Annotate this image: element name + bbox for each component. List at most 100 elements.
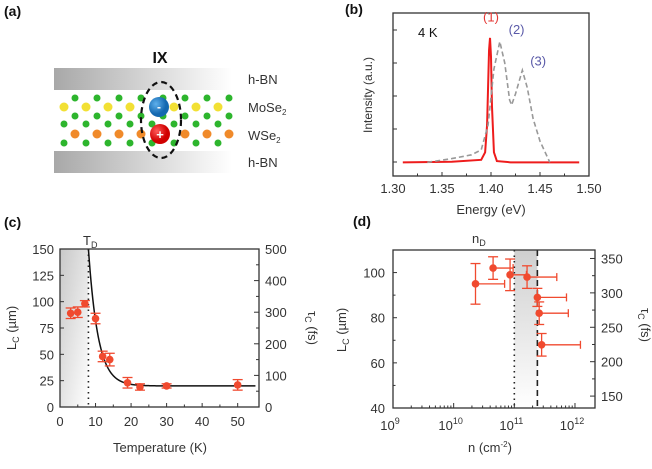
panel-label-a: (a) bbox=[4, 3, 21, 19]
y2-tick-label: 200 bbox=[265, 337, 287, 352]
data-point bbox=[471, 280, 480, 288]
spectrum-line-2 bbox=[427, 41, 551, 164]
atom bbox=[60, 139, 68, 147]
peak-label: (3) bbox=[530, 53, 546, 68]
y2-tick-label: 350 bbox=[601, 251, 623, 266]
chart-c-frame bbox=[59, 248, 260, 408]
shaded-region bbox=[60, 249, 89, 407]
atom bbox=[213, 102, 223, 112]
data-point bbox=[98, 352, 107, 361]
y-tick-label: 150 bbox=[32, 242, 54, 257]
data-point bbox=[233, 381, 242, 389]
electron-sign: - bbox=[157, 100, 161, 114]
atom bbox=[137, 112, 145, 120]
peak-label: (1) bbox=[483, 10, 499, 25]
td-label: TD bbox=[83, 233, 98, 250]
chart-d-ylabel: LC (µm) bbox=[334, 308, 351, 352]
nd-label: nD bbox=[472, 231, 486, 248]
y2-tick-label: 300 bbox=[265, 305, 287, 320]
y-tick-label: 100 bbox=[363, 266, 385, 281]
atom bbox=[214, 120, 222, 128]
atom bbox=[224, 129, 234, 139]
atom bbox=[181, 112, 189, 120]
atom bbox=[191, 102, 201, 112]
y2-tick-label: 250 bbox=[601, 320, 623, 335]
layer-label-mose2: MoSe2 bbox=[248, 100, 287, 117]
chart-c-ylabel: LC (µm) bbox=[4, 306, 21, 350]
atom bbox=[225, 112, 233, 120]
y-tick-label: 25 bbox=[40, 374, 54, 389]
data-point bbox=[506, 271, 514, 279]
atom bbox=[93, 94, 101, 102]
data-point bbox=[123, 378, 132, 387]
x-tick-label: 1010 bbox=[438, 416, 462, 433]
x-tick-label: 50 bbox=[230, 414, 244, 429]
data-point bbox=[136, 383, 144, 391]
y-tick-label: 80 bbox=[371, 311, 385, 326]
chart-c-xlabel: Temperature (K) bbox=[113, 440, 207, 455]
data-point bbox=[523, 273, 531, 281]
ix-label: IX bbox=[152, 50, 167, 67]
y2-tick-label: 150 bbox=[601, 389, 623, 404]
y-tick-label: 40 bbox=[371, 401, 385, 416]
x-tick-label: 1.30 bbox=[380, 181, 405, 196]
x-tick-label: 1.35 bbox=[429, 181, 454, 196]
y2-tick-label: 200 bbox=[601, 355, 623, 370]
electron-icon bbox=[149, 97, 169, 117]
y2-tick-label: 400 bbox=[265, 274, 287, 289]
layer-label-hbn-top: h-BN bbox=[248, 72, 278, 87]
chart-d-bg bbox=[393, 250, 595, 408]
atom bbox=[82, 139, 90, 147]
layer-label-hbn-bottom: h-BN bbox=[248, 155, 278, 170]
atom bbox=[125, 102, 135, 112]
data-point bbox=[537, 341, 546, 349]
atom bbox=[136, 129, 146, 139]
atom bbox=[114, 129, 124, 139]
chart-b-ylabel: Intensity (a.u.) bbox=[361, 57, 375, 133]
hbn-top-layer bbox=[54, 68, 232, 90]
hbn-bottom-layer bbox=[54, 151, 232, 173]
atom bbox=[93, 112, 101, 120]
atom bbox=[202, 129, 212, 139]
lattice-atoms bbox=[59, 94, 234, 147]
atom bbox=[126, 120, 134, 128]
hole-icon bbox=[150, 124, 170, 144]
x-tick-label: 10 bbox=[88, 414, 102, 429]
atom bbox=[59, 102, 69, 112]
y-tick-label: 125 bbox=[32, 268, 54, 283]
y-tick-label: 100 bbox=[32, 295, 54, 310]
peak-label: (2) bbox=[509, 22, 525, 37]
atom bbox=[192, 139, 200, 147]
x-tick-label: 40 bbox=[195, 414, 209, 429]
data-point bbox=[66, 309, 75, 318]
x-tick-label: 109 bbox=[380, 416, 399, 433]
chart-d-frame bbox=[392, 249, 596, 409]
x-tick-label: 1.45 bbox=[527, 181, 552, 196]
atom bbox=[170, 120, 178, 128]
y2-tick-label: 0 bbox=[265, 400, 272, 415]
x-tick-label: 30 bbox=[159, 414, 173, 429]
data-point bbox=[81, 299, 89, 308]
data-point bbox=[535, 309, 543, 318]
atom bbox=[71, 112, 79, 120]
data-point bbox=[489, 264, 497, 272]
heterostructure-diagram: - + IX h-BN MoSe2 WSe2 h-BN bbox=[54, 50, 287, 173]
atom bbox=[214, 139, 222, 147]
atom bbox=[192, 120, 200, 128]
atom bbox=[180, 129, 190, 139]
y-tick-label: 50 bbox=[40, 347, 54, 362]
x-tick-label: 1.50 bbox=[576, 181, 601, 196]
atom bbox=[203, 112, 211, 120]
fit-curve bbox=[87, 248, 256, 387]
atom bbox=[92, 129, 102, 139]
chart-c-y2label: τC (fs) bbox=[303, 311, 320, 345]
atom bbox=[71, 94, 79, 102]
atom bbox=[203, 94, 211, 102]
atom bbox=[104, 139, 112, 147]
x-tick-label: 1012 bbox=[560, 416, 584, 433]
atom bbox=[104, 120, 112, 128]
y-tick-label: 75 bbox=[40, 321, 54, 336]
panel-label-c: (c) bbox=[4, 214, 21, 230]
layer-label-wse2: WSe2 bbox=[248, 128, 281, 145]
atom bbox=[115, 94, 123, 102]
